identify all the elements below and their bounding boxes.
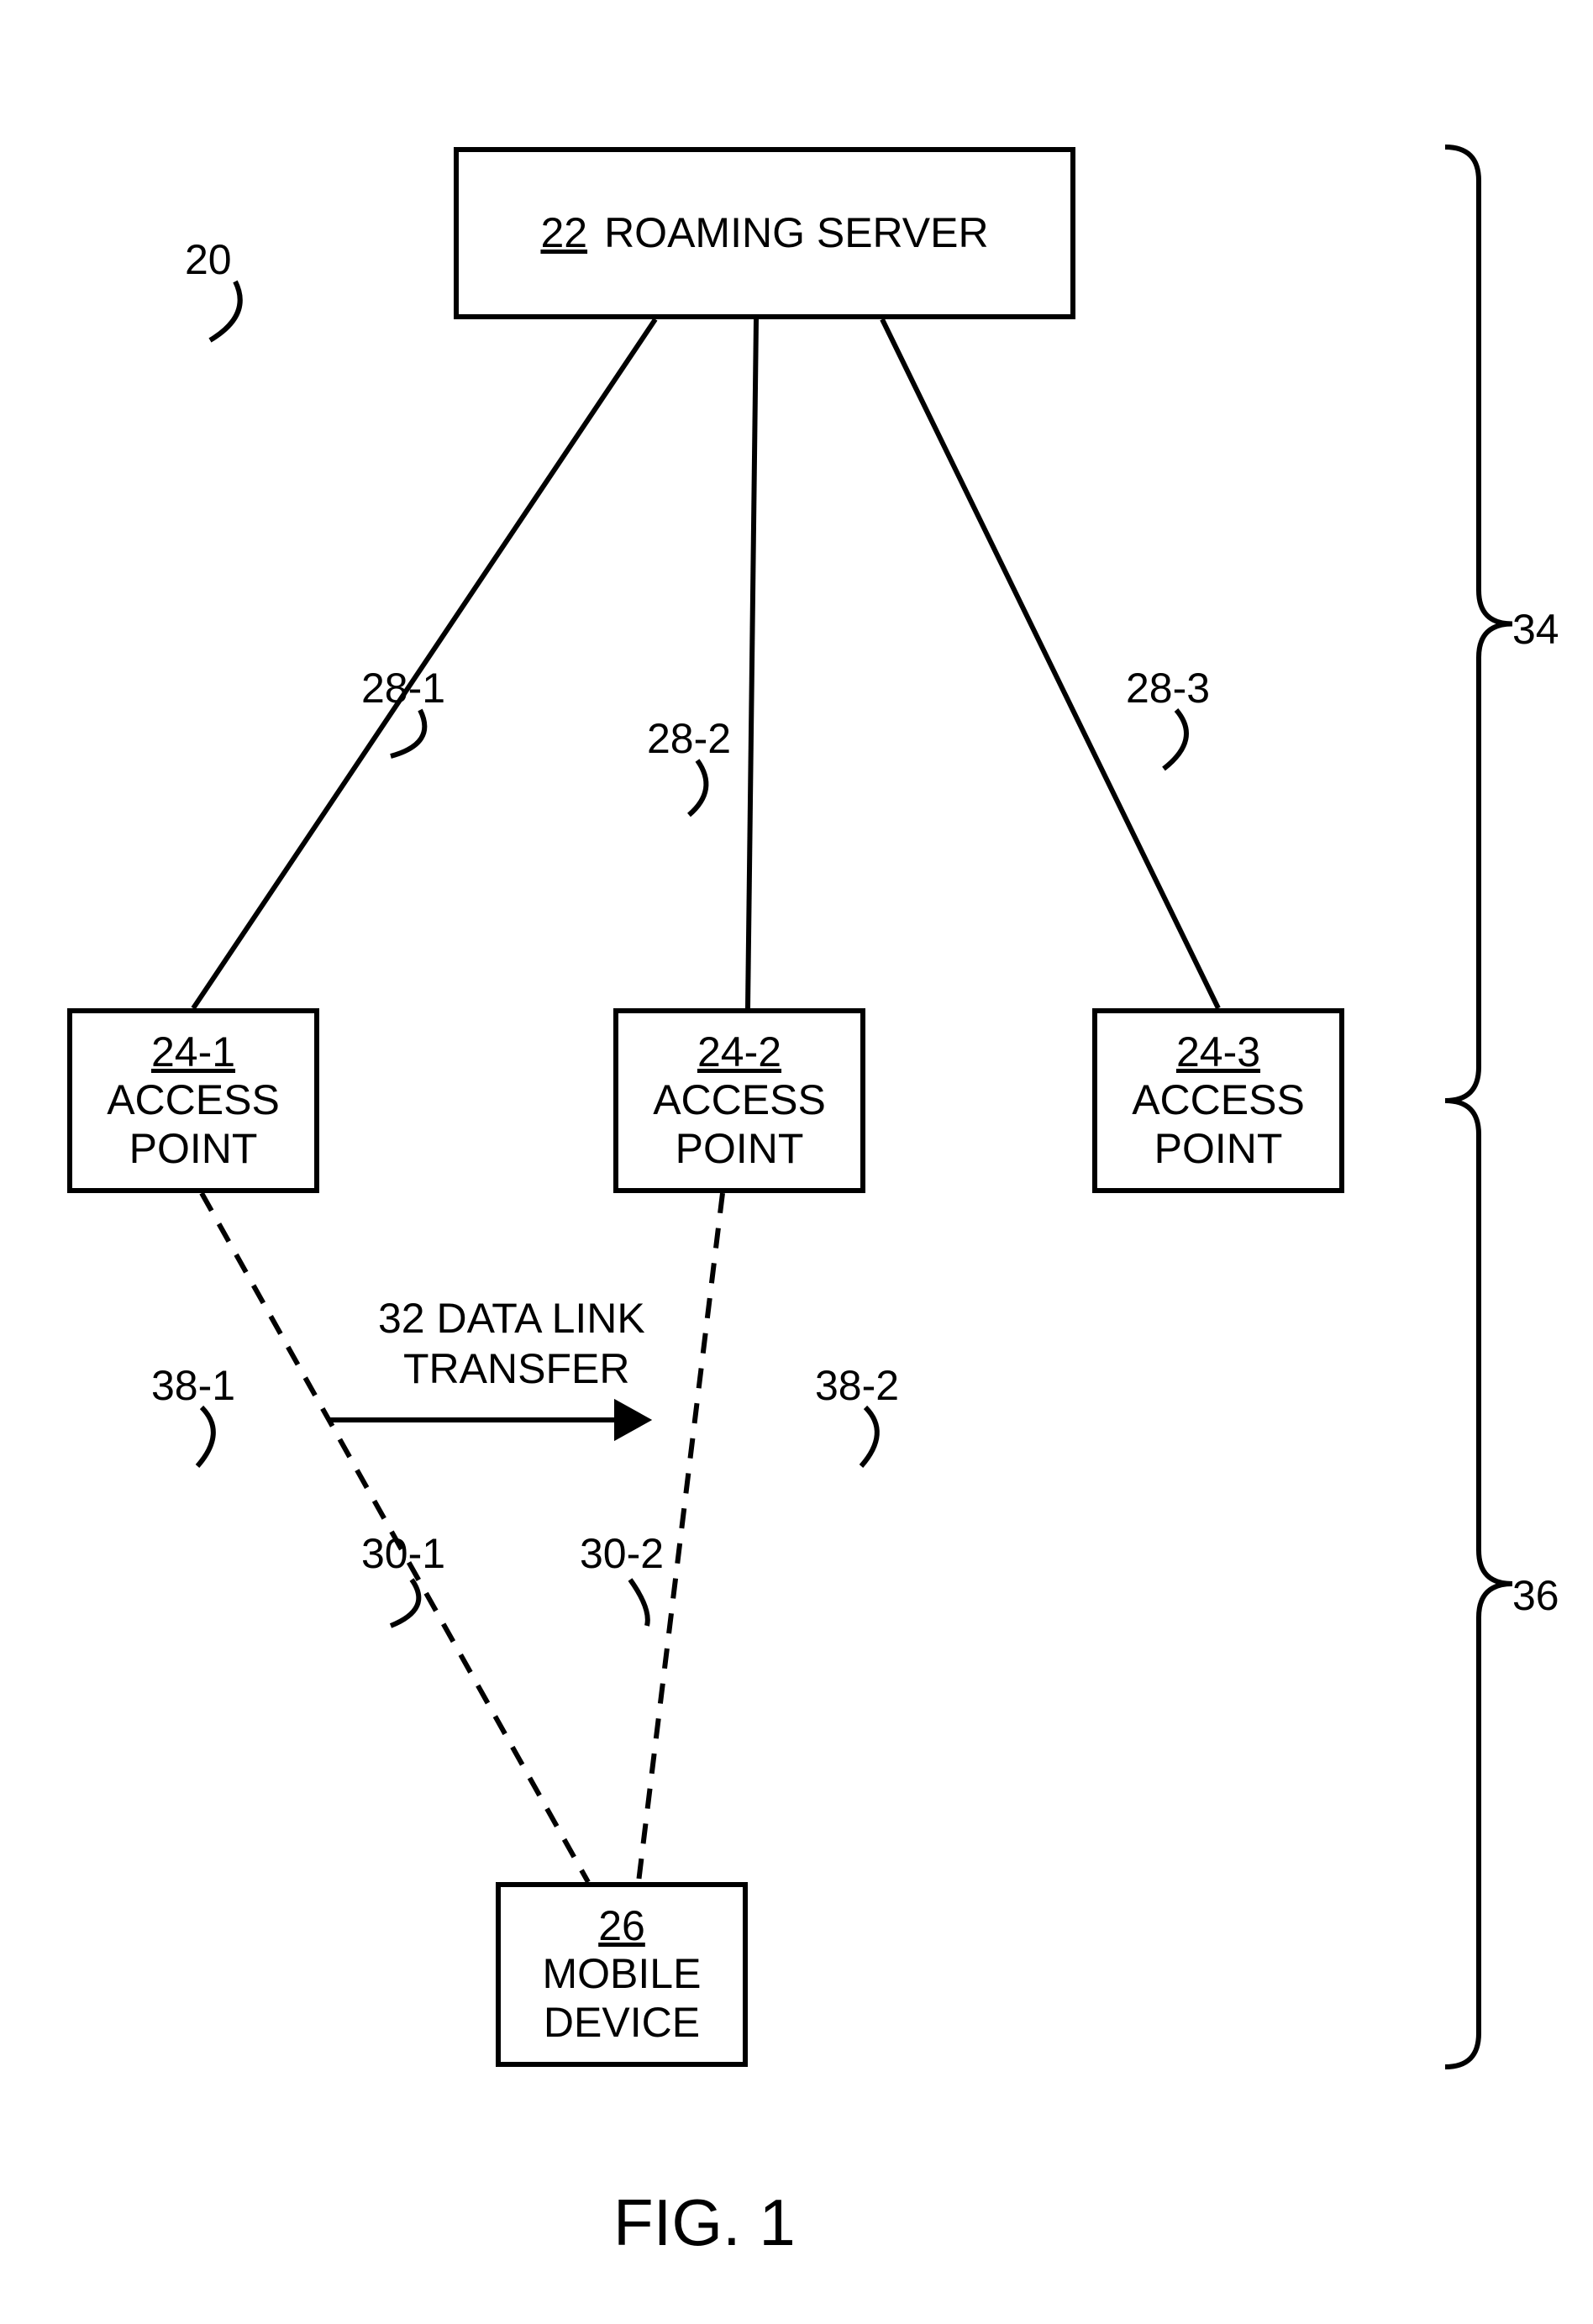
mobile-device-label-2: DEVICE	[544, 1999, 700, 2048]
access-point-2-label-1: ACCESS	[653, 1076, 826, 1125]
access-point-2-label-2: POINT	[676, 1125, 804, 1174]
access-point-1-box: 24-1 ACCESS POINT	[67, 1008, 319, 1193]
access-point-1-label-1: ACCESS	[107, 1076, 280, 1125]
access-point-3-label-1: ACCESS	[1132, 1076, 1305, 1125]
roaming-server-label: ROAMING SERVER	[604, 209, 989, 258]
mobile-device-label-1: MOBILE	[543, 1950, 702, 1999]
label-28-3: 28-3	[1126, 664, 1210, 712]
label-38-1: 38-1	[151, 1361, 235, 1410]
mobile-device-box: 26 MOBILE DEVICE	[496, 1882, 748, 2067]
label-32-line1: 32 DATA LINK	[378, 1294, 645, 1343]
access-point-3-label-2: POINT	[1154, 1125, 1283, 1174]
label-28-2: 28-2	[647, 714, 731, 763]
label-30-2: 30-2	[580, 1529, 664, 1578]
access-point-3-number: 24-3	[1176, 1028, 1260, 1077]
mobile-device-number: 26	[598, 1902, 645, 1951]
label-20: 20	[185, 235, 232, 284]
label-38-2: 38-2	[815, 1361, 899, 1410]
access-point-1-label-2: POINT	[129, 1125, 258, 1174]
access-point-2-number: 24-2	[697, 1028, 781, 1077]
label-28-1: 28-1	[361, 664, 445, 712]
access-point-1-number: 24-1	[151, 1028, 235, 1077]
access-point-2-box: 24-2 ACCESS POINT	[613, 1008, 865, 1193]
roaming-server-box: 22 ROAMING SERVER	[454, 147, 1075, 319]
label-36: 36	[1512, 1571, 1559, 1620]
figure-caption: FIG. 1	[613, 2185, 796, 2261]
figure-canvas: 22 ROAMING SERVER 24-1 ACCESS POINT 24-2…	[0, 0, 1593, 2324]
label-30-1: 30-1	[361, 1529, 445, 1578]
label-34: 34	[1512, 605, 1559, 654]
access-point-3-box: 24-3 ACCESS POINT	[1092, 1008, 1344, 1193]
roaming-server-number: 22	[540, 209, 587, 258]
label-32-line2: TRANSFER	[403, 1344, 629, 1393]
